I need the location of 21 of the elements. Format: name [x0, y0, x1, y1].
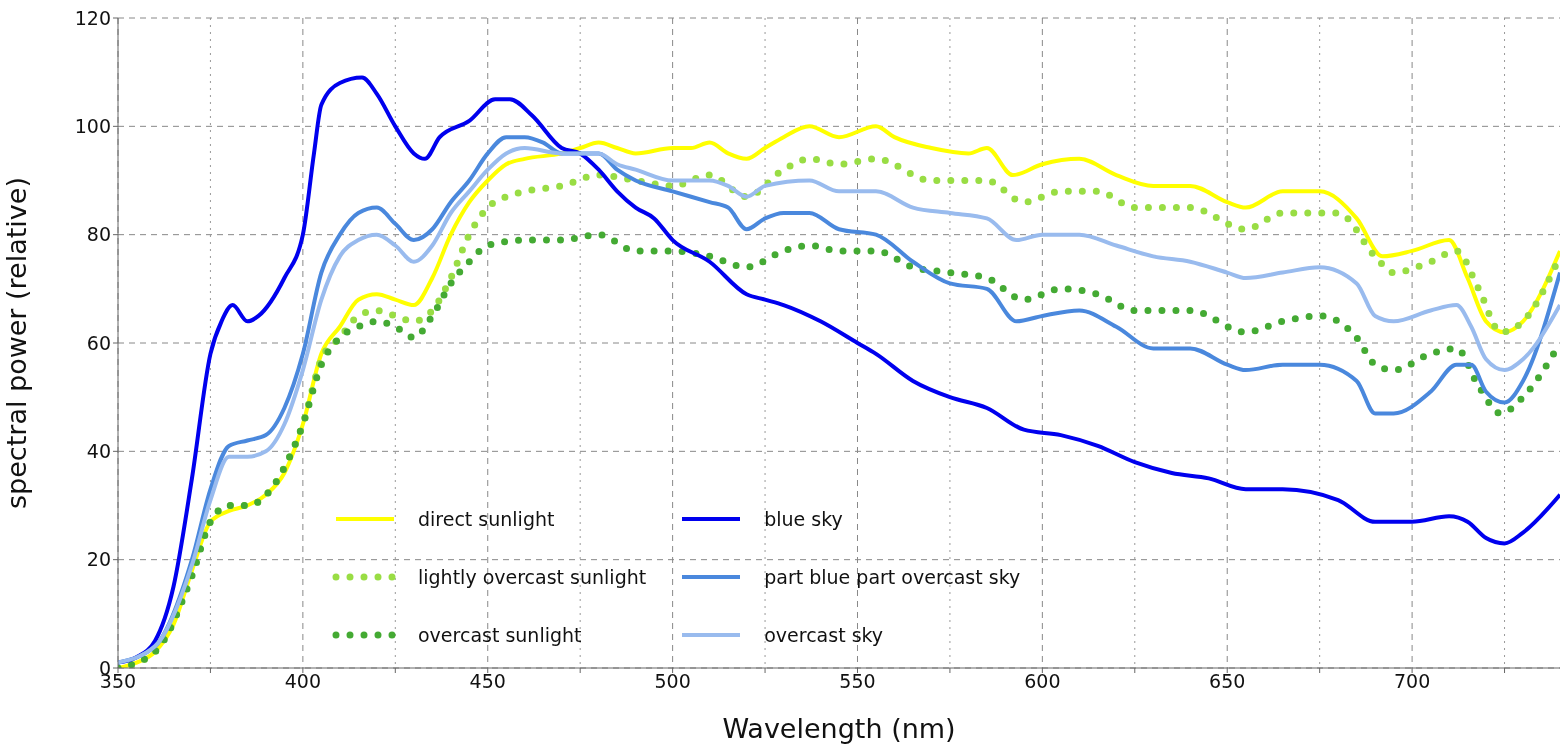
y-tick-label: 120 [74, 6, 111, 29]
y-tick-label: 40 [86, 440, 111, 463]
y-tick-label: 100 [74, 115, 111, 138]
legend-label: overcast sunlight [418, 624, 582, 646]
y-tick-label: 20 [86, 548, 111, 571]
legend-label: lightly overcast sunlight [418, 566, 647, 588]
x-tick-label: 700 [1393, 670, 1431, 693]
x-axis-title: Wavelength (nm) [722, 713, 956, 744]
y-axis-title: spectral power (relative) [0, 177, 32, 509]
legend-label: overcast sky [764, 624, 884, 646]
x-tick-label: 450 [469, 670, 506, 693]
x-tick-label: 500 [654, 670, 691, 693]
y-tick-label: 80 [86, 223, 111, 246]
legend-label: part blue part overcast sky [764, 566, 1021, 588]
x-tick-label: 650 [1209, 670, 1246, 693]
legend-label: blue sky [764, 508, 843, 530]
x-tick-label: 400 [284, 670, 321, 693]
x-tick-label: 550 [839, 670, 876, 693]
y-tick-label: 60 [86, 331, 111, 354]
x-tick-label: 600 [1024, 670, 1061, 693]
legend-label: direct sunlight [418, 508, 555, 530]
